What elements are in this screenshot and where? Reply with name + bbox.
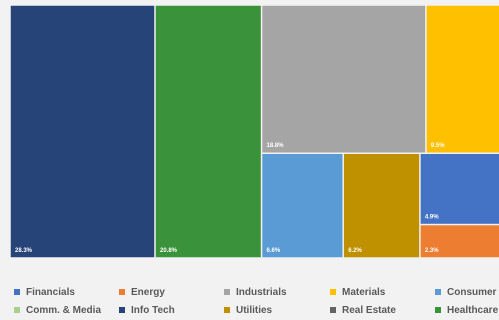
tile-value-label: 20.8% xyxy=(160,248,178,254)
tile-rect-financials xyxy=(420,153,499,224)
legend-item-energy: Energy xyxy=(119,287,165,298)
tile-financials: 4.9% xyxy=(420,153,499,224)
tile-rect-healthcare xyxy=(155,5,261,258)
legend-swatch xyxy=(435,289,441,295)
legend-swatch xyxy=(119,289,125,295)
tile-utilities: 6.2% xyxy=(343,153,420,258)
legend-item-consumer: Consumer xyxy=(435,287,497,298)
legend-item-healthcare: Healthcare xyxy=(435,305,499,316)
legend-item-comm-media: Comm. & Media xyxy=(14,305,101,316)
legend-label: Utilities xyxy=(236,305,273,316)
legend-swatch xyxy=(330,307,336,313)
legend-label: Healthcare xyxy=(447,305,499,316)
legend-item-info-tech: Info Tech xyxy=(119,305,175,316)
tile-industrials: 18.8% xyxy=(262,5,426,153)
legend-swatch xyxy=(330,289,336,295)
tile-rect-consumer xyxy=(262,153,343,258)
legend: Financials Energy Industrials Materials Cons… xyxy=(14,287,499,316)
legend-swatch xyxy=(224,289,230,295)
legend-swatch xyxy=(14,289,20,295)
legend-label: Industrials xyxy=(236,287,287,298)
tile-rect-utilities xyxy=(343,153,420,258)
tile-rect-info-tech xyxy=(10,5,155,258)
legend-label: Materials xyxy=(342,287,386,298)
tile-value-label: 6.2% xyxy=(348,248,362,254)
tile-rect-energy xyxy=(420,225,499,258)
tile-value-label: 9.5% xyxy=(431,143,445,149)
legend-item-industrials: Industrials xyxy=(224,287,287,298)
tile-rect-materials xyxy=(426,5,499,153)
tile-energy: 2.3% xyxy=(420,225,499,258)
tile-healthcare: 20.8% xyxy=(155,5,261,258)
tile-info-tech: 28.3% xyxy=(10,5,155,258)
tile-value-label: 28.3% xyxy=(15,248,33,254)
legend-item-real-estate: Real Estate xyxy=(330,305,396,316)
tile-rect-industrials xyxy=(262,5,426,153)
treemap-tiles: 28.3% 20.8% 18.8% 9.5% 6.6% 6.2% 4.9% 2.3% xyxy=(10,5,499,258)
legend-label: Energy xyxy=(131,287,165,298)
legend-label: Comm. & Media xyxy=(26,305,101,316)
legend-swatch xyxy=(14,307,20,313)
legend-item-materials: Materials xyxy=(330,287,386,298)
legend-swatch xyxy=(119,307,125,313)
legend-label: Consumer xyxy=(447,287,497,298)
tile-value-label: 18.8% xyxy=(267,143,285,149)
legend-item-financials: Financials xyxy=(14,287,75,298)
tile-consumer: 6.6% xyxy=(262,153,343,258)
legend-swatch xyxy=(435,307,441,313)
tile-value-label: 6.6% xyxy=(267,248,281,254)
legend-item-utilities: Utilities xyxy=(224,305,273,316)
tile-value-label: 2.3% xyxy=(425,248,439,254)
tile-materials: 9.5% xyxy=(426,5,499,153)
legend-label: Info Tech xyxy=(131,305,175,316)
tile-value-label: 4.9% xyxy=(425,215,439,221)
legend-label: Financials xyxy=(26,287,75,298)
legend-label: Real Estate xyxy=(342,305,396,316)
legend-swatch xyxy=(224,307,230,313)
